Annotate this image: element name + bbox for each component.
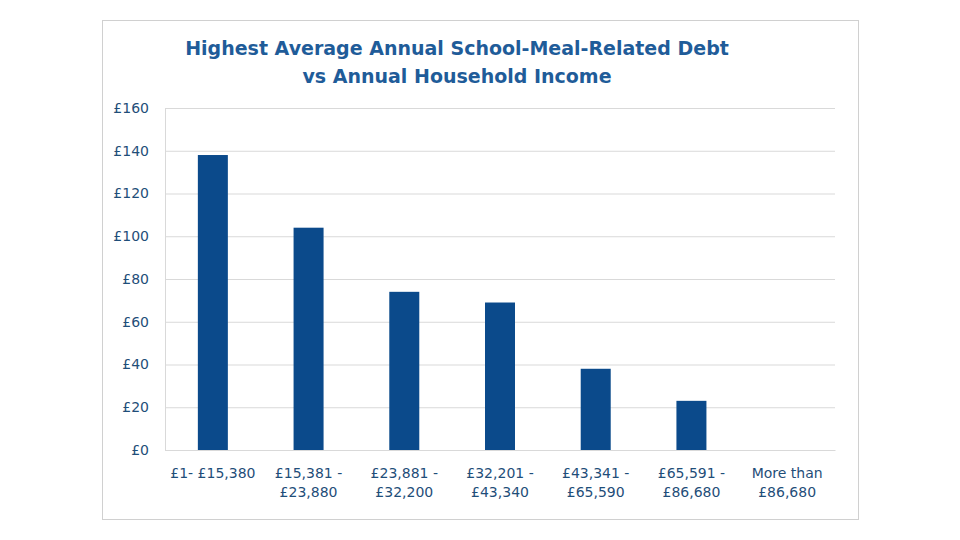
bar <box>772 450 802 451</box>
x-tick-label: £43,341 - £65,590 <box>562 465 629 500</box>
x-tick-label-line: £23,881 - <box>371 465 438 481</box>
x-tick-label: £1- £15,380 <box>170 465 255 481</box>
x-tick: £15,381 - £23,880 <box>275 450 342 500</box>
x-tick-label: £15,381 - £23,880 <box>275 465 342 500</box>
x-tick-label: £65,591 - £86,680 <box>658 465 725 500</box>
grid-line <box>165 108 835 109</box>
x-tick: More than £86,680 <box>752 450 823 500</box>
grid-line <box>165 236 835 237</box>
x-tick-label-line: £23,880 <box>280 484 338 500</box>
bar <box>581 369 611 450</box>
x-tick: £65,591 - £86,680 <box>658 450 725 500</box>
y-tick-label: £0 <box>131 442 149 458</box>
bar <box>676 401 706 450</box>
x-tick-label-line: £32,200 <box>375 484 433 500</box>
bar <box>294 228 324 450</box>
chart: Highest Average Annual School-Meal-Relat… <box>0 0 960 540</box>
x-tick-label: £23,881 - £32,200 <box>371 465 438 500</box>
y-tick-label: £40 <box>122 356 149 372</box>
grid-line <box>165 194 835 195</box>
x-tick: £43,341 - £65,590 <box>562 450 629 500</box>
x-tick: £1- £15,380 <box>170 450 255 481</box>
frame <box>103 21 859 520</box>
x-tick-label-line: £86,680 <box>662 484 720 500</box>
x-tick-label-line: £65,591 - <box>658 465 725 481</box>
x-tick-label-line: £1- £15,380 <box>170 465 255 481</box>
y-tick-label: £20 <box>122 399 149 415</box>
y-tick-label: £160 <box>113 100 149 116</box>
y-tick: £20 <box>122 399 835 415</box>
bar <box>389 292 419 450</box>
x-tick-label-line: £65,590 <box>567 484 625 500</box>
y-tick: £160 <box>113 100 835 116</box>
x-tick-label-line: £15,381 - <box>275 465 342 481</box>
title-line: vs Annual Household Income <box>302 65 611 87</box>
title-line: Highest Average Annual School-Meal-Relat… <box>185 37 729 59</box>
y-tick-label: £120 <box>113 185 149 201</box>
y-tick: £40 <box>122 356 835 372</box>
y-tick-label: £80 <box>122 271 149 287</box>
grid-line <box>165 279 835 280</box>
x-tick-label-line: More than <box>752 465 823 481</box>
x-tick: £32,201 - £43,340 <box>466 450 533 500</box>
title: Highest Average Annual School-Meal-Relat… <box>185 37 729 87</box>
y-tick-label: £60 <box>122 314 149 330</box>
y-tick: £60 <box>122 314 835 330</box>
x-tick: £23,881 - £32,200 <box>371 450 438 500</box>
x-tick-label: £32,201 - £43,340 <box>466 465 533 500</box>
x-tick-label: More than £86,680 <box>752 465 823 500</box>
x-tick-label-line: £32,201 - <box>466 465 533 481</box>
x-axis: £1- £15,380 £15,381 - £23,880 £23,881 - £32,… <box>166 450 836 500</box>
bar <box>198 155 228 450</box>
y-tick: £80 <box>122 271 835 287</box>
grid-line <box>165 450 835 451</box>
x-tick-label-line: £43,341 - <box>562 465 629 481</box>
x-axis-line <box>166 450 836 451</box>
x-tick-label-line: £43,340 <box>471 484 529 500</box>
x-tick-label-line: £86,680 <box>758 484 816 500</box>
grid-line <box>165 151 835 152</box>
y-tick: £0 <box>131 442 835 458</box>
y-axis: £0 £20 £40 £60 £80 £100 £120 £140 £160 <box>113 100 835 458</box>
bars <box>198 155 707 450</box>
bar <box>485 303 515 450</box>
y-tick-label: £100 <box>113 228 149 244</box>
y-tick-label: £140 <box>113 143 149 159</box>
